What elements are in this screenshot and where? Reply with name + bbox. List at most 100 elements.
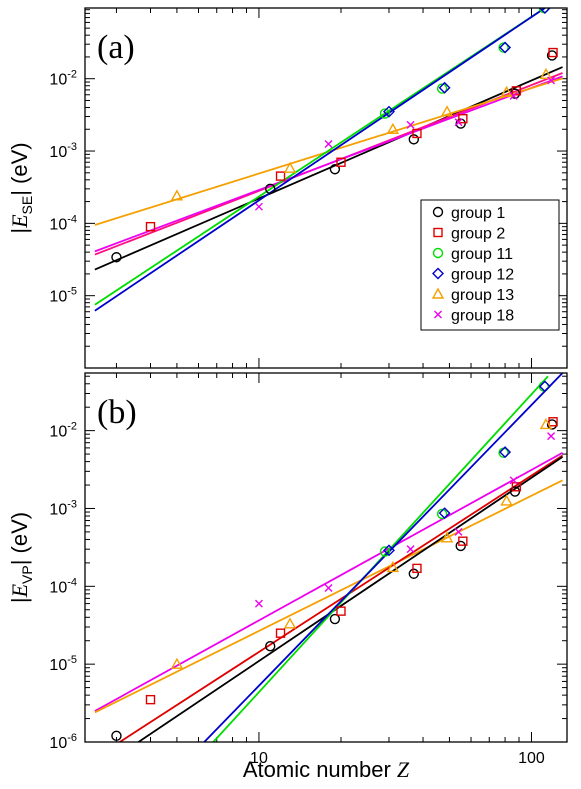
axis-ticks xyxy=(85,8,567,369)
y-tick-label: 10-4 xyxy=(49,213,77,233)
data-point xyxy=(454,527,463,536)
y-tick-label: 10-5 xyxy=(49,654,77,674)
data-point xyxy=(379,108,391,119)
series-group-12 xyxy=(382,8,551,118)
data-point xyxy=(283,617,297,629)
data-point xyxy=(254,202,263,211)
plot-area xyxy=(94,8,563,312)
data-point xyxy=(170,189,184,201)
panel-tag: (a) xyxy=(97,29,135,66)
data-point xyxy=(336,157,346,167)
y-tick-label: 10-4 xyxy=(49,576,77,596)
panel-b: 10-6 10-5 10-4 10-3 10-2 |EVP| (eV) (b) 10 100 At… xyxy=(7,372,568,782)
legend-label: group 11 xyxy=(451,246,513,263)
series-group-2 xyxy=(145,47,558,232)
fit-line-group-12 xyxy=(203,373,564,742)
data-point xyxy=(382,105,395,118)
axis-ticks xyxy=(85,373,567,743)
fit-line-group-18 xyxy=(94,451,563,712)
y-tick-label: 10-2 xyxy=(49,421,77,441)
data-point xyxy=(438,81,451,94)
data-point xyxy=(454,118,463,127)
x-tick-label: 100 xyxy=(518,750,545,767)
data-point xyxy=(275,171,286,181)
data-point xyxy=(275,628,286,638)
y-tick-label: 10-2 xyxy=(49,69,77,89)
data-point xyxy=(455,540,466,552)
legend-marker xyxy=(431,287,445,299)
x-axis-label: Atomic number Z xyxy=(243,757,410,782)
data-point xyxy=(458,113,468,124)
data-point xyxy=(547,432,556,441)
data-point xyxy=(412,128,422,139)
data-point xyxy=(539,67,553,80)
plot-frame xyxy=(84,7,568,369)
y-tick-label: 10-3 xyxy=(49,141,77,161)
data-point xyxy=(324,140,333,149)
data-point xyxy=(547,76,556,85)
series-group-18 xyxy=(254,432,556,608)
data-point xyxy=(170,657,184,669)
data-point xyxy=(408,568,420,579)
legend-label: group 12 xyxy=(451,267,514,284)
legend-box xyxy=(420,199,560,331)
series-group-12 xyxy=(382,380,551,557)
x-tick-label: 10 xyxy=(250,750,268,767)
plot-frame xyxy=(84,372,568,743)
data-point xyxy=(500,85,513,97)
data-point xyxy=(386,122,400,134)
panel-a: 10-5 10-4 10-3 10-2 |ESE| (eV) (a) group 1 grou… xyxy=(7,7,568,369)
data-point xyxy=(324,584,333,593)
data-point xyxy=(336,606,346,616)
data-point xyxy=(440,531,454,543)
data-point xyxy=(111,252,122,263)
data-point xyxy=(436,83,448,94)
data-point xyxy=(458,536,468,546)
legend-label: group 1 xyxy=(451,205,505,222)
data-point xyxy=(408,134,420,145)
fit-line-group-18 xyxy=(94,75,563,253)
legend-marker xyxy=(432,247,444,259)
data-point xyxy=(499,446,512,459)
data-point xyxy=(509,91,518,100)
data-point xyxy=(436,508,448,520)
y-axis-label: |EVP| (eV) xyxy=(7,512,35,603)
fit-line-group-2 xyxy=(118,454,564,742)
series-group-2 xyxy=(145,417,558,705)
data-point xyxy=(438,507,451,520)
y-tick-label: 10-5 xyxy=(49,286,77,306)
data-point xyxy=(509,476,518,485)
data-point xyxy=(511,86,522,96)
fit-line-group-13 xyxy=(94,479,563,714)
y-axis-label: |ESE| (eV) xyxy=(7,142,35,233)
series-group-13 xyxy=(170,418,553,669)
data-point xyxy=(111,730,122,742)
data-point xyxy=(499,41,512,54)
legend-label: group 18 xyxy=(451,308,514,325)
data-point xyxy=(455,118,466,129)
data-point xyxy=(382,544,395,557)
y-tick-label: 10-6 xyxy=(49,732,77,752)
legend-item: group 1 xyxy=(432,205,505,222)
data-point xyxy=(548,417,558,427)
legend-marker xyxy=(434,310,442,319)
data-point xyxy=(329,613,341,625)
data-point xyxy=(412,563,422,574)
data-point xyxy=(500,494,513,506)
series-group-1 xyxy=(111,419,558,742)
legend-item: group 13 xyxy=(431,287,514,304)
fit-line-group-12 xyxy=(94,8,546,312)
data-point xyxy=(406,545,415,554)
plot-area xyxy=(94,373,564,742)
data-point xyxy=(265,183,276,195)
series-group-18 xyxy=(254,76,556,211)
legend-label: group 13 xyxy=(451,287,514,304)
data-point xyxy=(386,560,400,573)
data-point xyxy=(539,418,553,430)
legend-marker xyxy=(433,227,443,238)
legend-item: group 11 xyxy=(432,246,513,263)
data-point xyxy=(538,8,551,14)
data-point xyxy=(254,599,263,608)
legend: group 1 group 2 group 11 group 12 group 13 gr… xyxy=(420,199,560,331)
